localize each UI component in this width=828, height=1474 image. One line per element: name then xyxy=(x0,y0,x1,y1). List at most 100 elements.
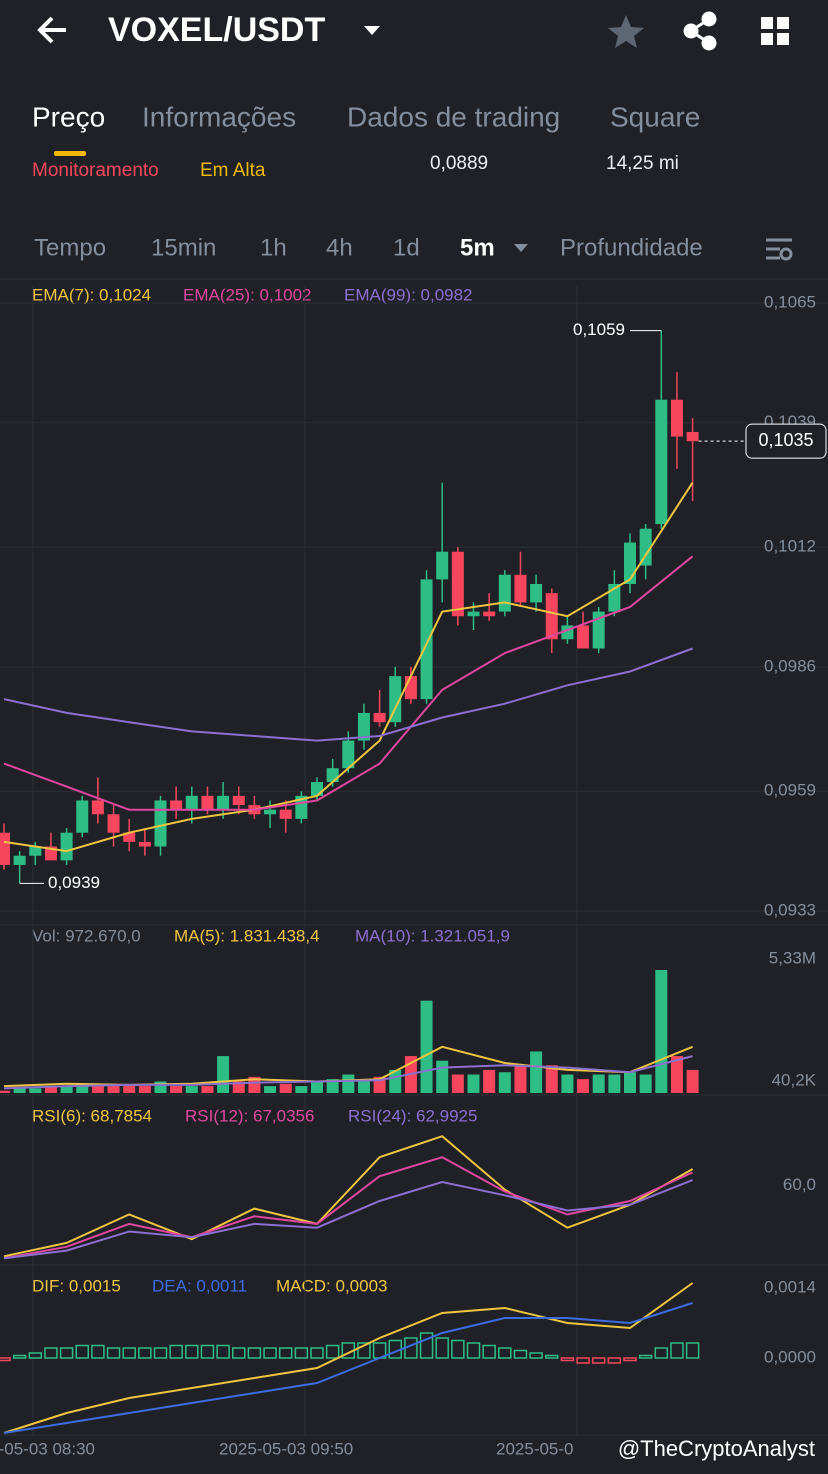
tab-indicator xyxy=(54,151,86,156)
candle-body xyxy=(13,855,26,865)
macd-bar xyxy=(122,1347,136,1359)
volume-bar xyxy=(498,1072,511,1093)
candle-body xyxy=(577,625,590,649)
candle-body xyxy=(530,583,543,603)
stat-value: 14,25 mi xyxy=(606,153,679,174)
y-tick-label: 0,0986 xyxy=(764,656,816,675)
legend-entry: RSI(6): 68,7854 xyxy=(32,1106,152,1125)
legend-entry: DIF: 0,0015 xyxy=(32,1276,121,1295)
candle-body xyxy=(357,712,370,741)
interval[interactable]: 4h xyxy=(326,234,353,261)
volume-bar xyxy=(138,1086,151,1093)
y-tick-label: 0,0933 xyxy=(764,900,816,919)
macd-bar xyxy=(75,1344,89,1359)
macd-bar xyxy=(185,1344,199,1359)
pair-dropdown[interactable] xyxy=(364,26,380,35)
interval[interactable]: Tempo xyxy=(34,234,106,261)
interval-active[interactable]: 5m xyxy=(460,234,495,261)
candle-body xyxy=(279,809,292,819)
tab[interactable]: Square xyxy=(610,101,700,132)
volume-bar xyxy=(0,1090,10,1093)
y-tick-label: 40,2K xyxy=(772,1071,817,1090)
volume-bar xyxy=(232,1081,245,1093)
y-tick-label: 0,0959 xyxy=(764,781,816,800)
legend-entry: EMA(99): 0,0982 xyxy=(344,285,473,304)
interval[interactable]: Profundidade xyxy=(560,234,703,261)
indicator-line xyxy=(3,1055,693,1090)
candle-body xyxy=(0,832,10,865)
candle-body xyxy=(514,574,527,603)
stat-value: 0,0889 xyxy=(430,153,488,174)
volume-bar xyxy=(13,1088,26,1093)
y-tick-label: 0,1065 xyxy=(764,292,816,311)
volume-bar xyxy=(279,1083,292,1093)
candle-body xyxy=(389,676,402,723)
tab[interactable]: Preço xyxy=(32,101,105,132)
last-price-box xyxy=(745,423,827,459)
macd-bar xyxy=(545,1354,559,1359)
candle-body xyxy=(170,800,183,810)
volume-bar xyxy=(29,1088,42,1093)
candle-body xyxy=(138,841,151,847)
volume-bar xyxy=(170,1086,183,1093)
candle-body xyxy=(60,832,73,861)
volume-bar xyxy=(451,1074,464,1093)
watermark: @TheCryptoAnalyst xyxy=(618,1436,815,1461)
candle-body xyxy=(436,551,449,580)
legend-entry: MACD: 0,0003 xyxy=(276,1276,388,1295)
macd-bar xyxy=(247,1347,262,1359)
volume-bar xyxy=(154,1081,167,1093)
legend-entry: DEA: 0,0011 xyxy=(152,1276,247,1295)
candle-body xyxy=(467,611,480,617)
candle-body xyxy=(670,399,683,437)
grid-icon[interactable] xyxy=(761,17,789,45)
volume-bar xyxy=(326,1079,339,1093)
interval[interactable]: 1d xyxy=(393,234,420,261)
tab[interactable]: Informações xyxy=(142,101,296,132)
volume-bar xyxy=(483,1069,496,1093)
macd-bar xyxy=(44,1347,58,1359)
candle-body xyxy=(545,593,558,640)
indicator-line xyxy=(3,1302,693,1434)
macd-bar xyxy=(232,1347,246,1359)
volume-bar xyxy=(530,1051,543,1093)
volume-bar xyxy=(123,1086,136,1093)
tag: Em Alta xyxy=(200,160,266,181)
macd-bar xyxy=(623,1357,637,1362)
candle-body xyxy=(217,795,230,810)
indicator-line xyxy=(3,647,693,742)
settings-icon[interactable] xyxy=(766,238,793,261)
time-label: 2025-05-03 08:30 xyxy=(0,1439,95,1458)
macd-bar xyxy=(106,1347,121,1359)
low-label: 0,0939 xyxy=(48,873,100,892)
candle-body xyxy=(29,846,42,856)
indicator-line xyxy=(3,1156,694,1260)
y-tick-label: 60,0 xyxy=(783,1175,816,1194)
share-icon[interactable] xyxy=(683,11,717,51)
interval-dropdown[interactable] xyxy=(514,244,528,252)
macd-bar xyxy=(59,1347,74,1359)
candle-body xyxy=(342,740,355,769)
back-button[interactable] xyxy=(37,16,66,44)
volume-bar xyxy=(201,1086,214,1093)
macd-bar xyxy=(529,1352,543,1359)
pair-title[interactable]: VOXEL/USDT xyxy=(108,11,325,49)
macd-bar xyxy=(294,1347,309,1359)
time-label: 2025-05-0 xyxy=(496,1439,574,1458)
macd-bar xyxy=(607,1357,622,1364)
macd-bar xyxy=(654,1347,669,1359)
interval[interactable]: 15min xyxy=(151,234,216,261)
interval[interactable]: 1h xyxy=(260,234,287,261)
macd-bar xyxy=(576,1357,590,1364)
candle-body xyxy=(311,782,323,796)
candle-body xyxy=(404,676,417,700)
candle-body xyxy=(655,399,668,525)
favorite-icon[interactable] xyxy=(608,15,644,48)
time-label: 2025-05-03 09:50 xyxy=(219,1439,353,1458)
macd-bar xyxy=(498,1347,512,1359)
y-tick-label: 0,0000 xyxy=(764,1347,816,1366)
tab[interactable]: Dados de trading xyxy=(347,101,560,132)
volume-bar xyxy=(577,1079,590,1093)
candle-body xyxy=(76,800,89,833)
candle-body xyxy=(201,795,214,810)
